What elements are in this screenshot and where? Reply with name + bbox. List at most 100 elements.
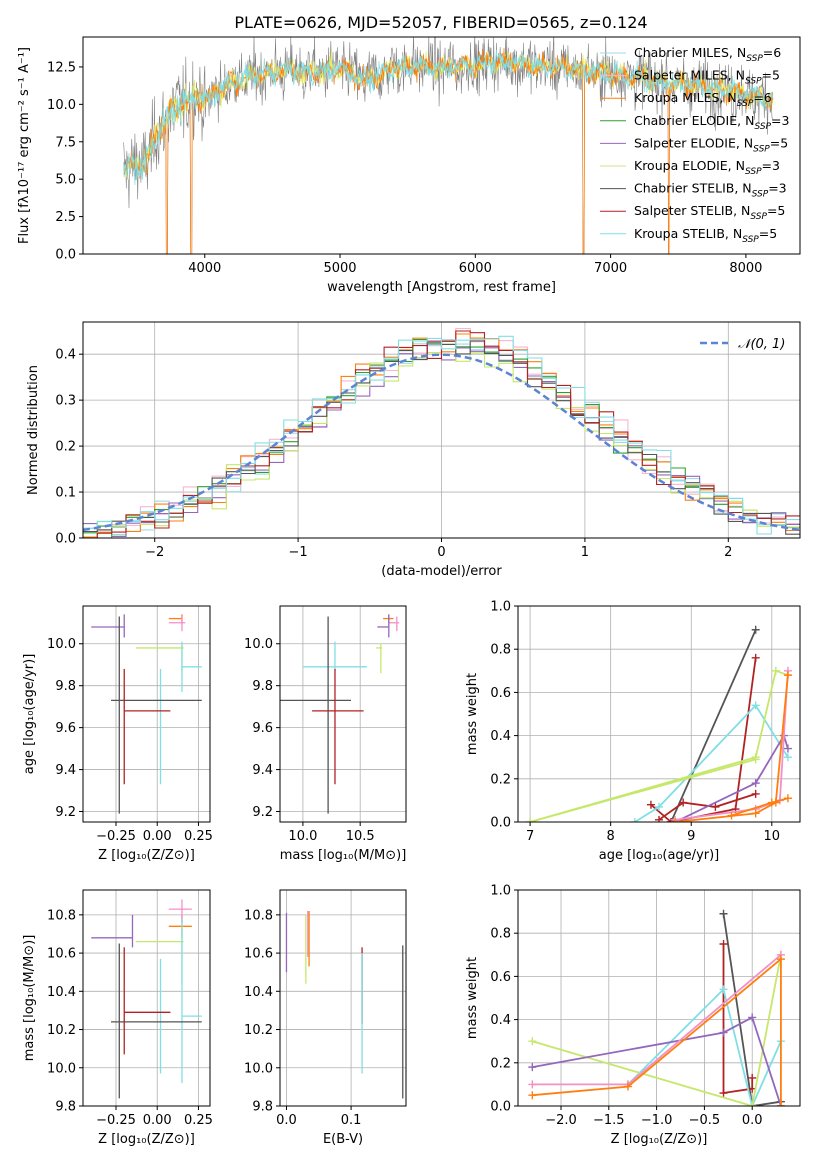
weight-marker: [767, 798, 776, 807]
age-vs-Z-axes: [83, 606, 210, 822]
errorbar-point: [312, 668, 364, 785]
weight-line: [650, 657, 757, 822]
errorbar-point: [377, 614, 390, 638]
weight-marker: [719, 985, 728, 994]
mass-vs-Z-frame-group: −0.25 0.00 0.25 9.8 10.0 10.2 10.4 10.6 10.8 Z [l…: [22, 889, 213, 1147]
errorbar-point: [168, 914, 192, 938]
mass-vs-ebv-frame: [279, 889, 407, 1107]
mass-vs-ebv-xlabel: E(B-V): [323, 1132, 363, 1147]
weight-vs-age-ytick-label: 0.6: [490, 686, 511, 701]
weight-vs-Z-axes: [518, 889, 800, 1107]
figure-title: PLATE=0626, MJD=52057, FIBERID=0565, z=0…: [234, 13, 647, 32]
weight-vs-Z-frame-group: −2.0 −1.5 −1.0 −0.5 0.0 0.0 0.2 0.4 0.6 0.8 1.0 Z […: [465, 884, 801, 1147]
age-vs-Z-xtick-label: −0.25: [96, 829, 136, 844]
errorbar-point: [111, 943, 202, 1099]
weight-marker: [776, 1102, 785, 1106]
weight-marker: [679, 798, 688, 807]
weight-vs-Z-ytick-label: 0.6: [490, 970, 511, 985]
spectrum-xlabel: wavelength [Angstrom, rest frame]: [327, 280, 556, 295]
age-vs-Z-ytick-label: 10.0: [47, 637, 76, 652]
age-vs-mass-xtick-label: 10.0: [288, 829, 317, 844]
weight-marker: [727, 811, 736, 820]
residuals-ylabel: Normed distribution: [26, 365, 41, 495]
weight-vs-age-xtick-label: 9: [687, 829, 695, 844]
weight-marker: [751, 625, 760, 634]
mass-vs-Z-ytick-label: 10.8: [47, 908, 76, 923]
weight-vs-Z-xtick-label: −1.0: [641, 1113, 673, 1128]
errorbar-point: [376, 643, 382, 674]
age-vs-Z-ylabel: age [log₁₀(age/yr)]: [22, 654, 37, 775]
weight-marker: [623, 1082, 632, 1091]
mass-vs-Z-plot: [91, 899, 202, 1099]
weight-marker: [783, 794, 792, 803]
spectrum-plot: [123, 37, 774, 254]
weight-marker: [630, 818, 639, 822]
spectrum-xtick-label: 7000: [594, 261, 627, 276]
spectrum-frame-group: 4000 5000 6000 7000 8000 0.0 2.5 5.0 7.5 10.0 12.5…: [17, 36, 801, 295]
age-vs-mass-ytick-label: 10.0: [244, 637, 273, 652]
weight-vs-age-xlabel: age [log₁₀(age/yr)]: [599, 848, 720, 863]
weight-vs-Z-plot: [528, 909, 785, 1106]
weight-marker: [667, 818, 676, 822]
residuals-xtick-label: −2: [145, 545, 164, 560]
residuals-plot: [83, 327, 800, 538]
mass-vs-Z-ytick-label: 10.0: [47, 1061, 76, 1076]
age-vs-mass-frame-group: 10.0 10.5 9.2 9.4 9.6 9.8 10.0 mass [log₁₀(M/M⊙…: [244, 605, 407, 863]
weight-vs-Z-ytick-label: 1.0: [490, 884, 511, 899]
weight-vs-age-xtick-label: 7: [526, 829, 534, 844]
weight-marker: [646, 800, 655, 809]
normal-curve: [83, 353, 800, 532]
weight-marker: [776, 955, 785, 964]
weight-marker: [783, 753, 792, 762]
weight-marker: [528, 1080, 537, 1089]
weight-vs-age-xtick-label: 8: [607, 829, 615, 844]
weight-vs-Z-xtick-label: −1.5: [593, 1113, 625, 1128]
weight-marker: [711, 802, 720, 811]
mass-vs-ebv-frame-group: 0.0 0.1 9.8 10.0 10.2 10.4 10.6 10.8 E(B-V): [244, 889, 407, 1147]
legend-label: Salpeter ELODIE, NSSP=5: [634, 135, 788, 154]
age-vs-Z-frame-group: −0.25 0.00 0.25 9.2 9.4 9.6 9.8 10.0 Z [log₁₀(Z/…: [22, 605, 213, 863]
weight-marker: [751, 755, 760, 764]
age-vs-mass-ytick-label: 9.8: [252, 679, 273, 694]
mass-vs-Z-xtick-label: −0.25: [96, 1113, 136, 1128]
mass-vs-ebv-plot: [285, 911, 404, 1099]
residuals-xtick-label: 2: [724, 545, 732, 560]
mass-vs-Z-frame: [82, 889, 211, 1107]
weight-marker: [719, 1089, 728, 1098]
legend-label: Kroupa MILES, NSSP=6: [634, 90, 772, 109]
age-vs-mass-plot: [280, 614, 400, 814]
spectrum-ytick-label: 5.0: [55, 173, 76, 188]
errorbar-point: [168, 614, 183, 623]
spectrum-xtick-label: 8000: [729, 261, 762, 276]
legend-label: Chabrier ELODIE, NSSP=3: [634, 113, 789, 132]
legend-label: Chabrier STELIB, NSSP=3: [634, 181, 787, 200]
age-vs-Z-ytick-label: 9.4: [55, 763, 76, 778]
weight-marker: [751, 779, 760, 788]
age-vs-Z-xlabel: Z [log₁₀(Z/Z⊙)]: [98, 848, 195, 863]
legend-label: Kroupa ELODIE, NSSP=3: [634, 158, 780, 177]
mass-vs-ebv-axes: [280, 890, 406, 1107]
weight-vs-Z-xlabel: Z [log₁₀(Z/Z⊙)]: [611, 1132, 708, 1147]
age-vs-Z-xtick-label: 0.25: [184, 829, 213, 844]
weight-vs-Z-xtick-label: −2.0: [545, 1113, 577, 1128]
weight-vs-age-ytick-label: 0.4: [490, 729, 511, 744]
weight-line: [731, 797, 789, 817]
residuals-ytick-label: 0.0: [55, 532, 76, 547]
age-vs-mass-ytick-label: 9.4: [252, 763, 273, 778]
weight-line: [627, 987, 782, 1106]
mass-vs-ebv-xtick-label: 0.1: [341, 1113, 362, 1128]
age-vs-mass-ytick-label: 9.6: [252, 721, 273, 736]
spectrum-legend: Chabrier MILES, NSSP=6 Salpeter MILES, NS…: [600, 45, 789, 245]
weight-marker: [719, 1028, 728, 1037]
age-vs-Z-ytick-label: 9.2: [55, 805, 76, 820]
weight-marker: [526, 818, 535, 822]
weight-line: [634, 703, 789, 822]
weight-vs-age-ytick-label: 0.8: [490, 643, 511, 658]
weight-marker: [771, 666, 780, 675]
mass-vs-ebv-ytick-label: 9.8: [252, 1100, 273, 1115]
weight-vs-Z-frame: [517, 889, 801, 1107]
residuals-xtick-label: −1: [289, 545, 308, 560]
weight-vs-Z-xtick-label: 0.0: [742, 1113, 763, 1128]
weight-vs-age-ytick-label: 0.2: [490, 772, 511, 787]
